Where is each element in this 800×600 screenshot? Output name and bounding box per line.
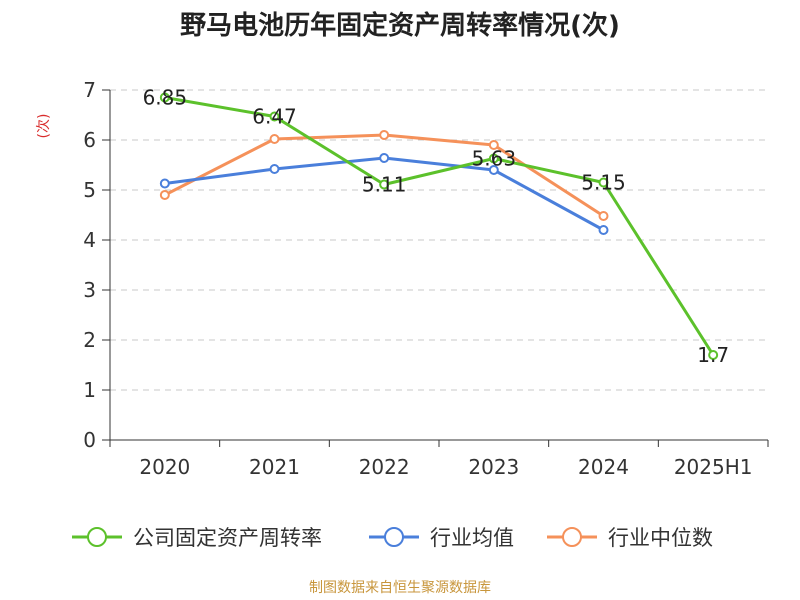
x-tick-label: 2025H1 <box>674 455 753 479</box>
legend-marker <box>562 527 582 547</box>
x-tick-label: 2020 <box>139 455 190 479</box>
data-point <box>488 140 499 150</box>
y-tick-label: 0 <box>83 428 96 452</box>
series-line <box>163 96 715 357</box>
data-point <box>159 190 170 200</box>
x-tick-label: 2023 <box>468 455 519 479</box>
y-tick-label: 6 <box>83 128 96 152</box>
data-label: 5.15 <box>581 171 626 195</box>
data-labels: 6.85 6.47 5.11 5.63 5.15 1.7 <box>143 86 730 368</box>
y-tick-label: 7 <box>83 78 96 102</box>
y-tick-label: 2 <box>83 328 96 352</box>
legend-label: 公司固定资产周转率 <box>133 526 322 550</box>
data-point <box>269 111 280 122</box>
grid-lines <box>110 89 768 391</box>
y-tick-label: 4 <box>83 228 96 252</box>
data-label: 1.7 <box>697 343 729 367</box>
data-point <box>159 92 170 103</box>
y-tick-label: 1 <box>83 378 96 402</box>
source-note: 制图数据来自恒生聚源数据库 <box>309 580 491 596</box>
data-label: 5.11 <box>362 173 407 197</box>
y-tick-label: 3 <box>83 278 96 302</box>
data-point <box>598 177 609 188</box>
x-tick-label: 2021 <box>249 455 300 479</box>
chart-title: 野马电池历年固定资产周转率情况(次) <box>180 10 620 41</box>
legend-label: 行业均值 <box>430 526 514 550</box>
x-tick-label: 2022 <box>359 455 410 479</box>
data-label: 6.85 <box>143 86 188 110</box>
legend-marker <box>87 527 107 547</box>
data-point <box>379 130 390 140</box>
data-point <box>598 225 609 235</box>
data-point <box>488 165 499 175</box>
data-point <box>708 350 719 360</box>
data-point <box>159 178 170 189</box>
y-axis-label: (次) <box>36 114 52 139</box>
data-point <box>269 164 280 174</box>
data-point <box>488 153 499 164</box>
legend-marker <box>384 527 404 547</box>
data-point <box>379 179 390 190</box>
x-tick-label: 2024 <box>578 455 629 479</box>
data-point <box>269 134 280 144</box>
data-label: 6.47 <box>252 105 297 129</box>
axes: 0 1 2 3 4 5 6 7 2020 2021 2022 2023 2024 2025H1 <box>83 78 769 479</box>
y-tick-label: 5 <box>83 178 96 202</box>
data-point <box>379 153 390 163</box>
series-layer <box>159 92 719 360</box>
data-label: 5.63 <box>472 147 517 171</box>
legend: 公司固定资产周转率 行业均值 行业中位数 <box>72 526 713 550</box>
legend-label: 行业中位数 <box>608 526 713 550</box>
data-point <box>598 211 609 221</box>
